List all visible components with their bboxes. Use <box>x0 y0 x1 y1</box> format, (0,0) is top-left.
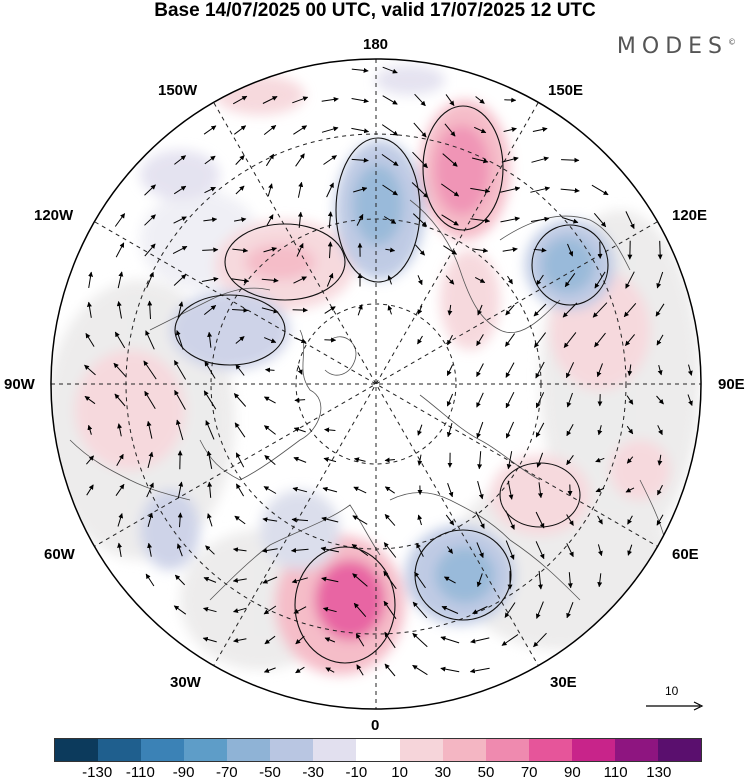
colorbar-swatch <box>529 739 572 761</box>
colorbar-swatch <box>615 739 658 761</box>
colorbar-swatch <box>184 739 227 761</box>
lon-label-left: 90W <box>4 376 35 393</box>
colorbar-tick-label: 70 <box>521 764 538 781</box>
colorbar-tick-label: -110 <box>126 764 155 781</box>
lon-label-60e: 60E <box>672 546 699 563</box>
colorbar-swatch <box>443 739 486 761</box>
colorbar-swatch <box>141 739 184 761</box>
colorbar-swatch <box>572 739 615 761</box>
colorbar-tick-label: -90 <box>173 764 195 781</box>
wind-vector-arrow <box>293 310 308 311</box>
colorbar-tick-label: -70 <box>216 764 238 781</box>
wind-vector-arrow <box>660 241 661 259</box>
anomaly-field <box>40 50 720 730</box>
colorbar-swatch <box>313 739 356 761</box>
colorbar-swatch <box>98 739 141 761</box>
colorbar-swatch <box>486 739 529 761</box>
lon-label-150e: 150E <box>548 82 583 99</box>
colorbar <box>54 738 702 762</box>
colorbar-tick-label: 10 <box>391 764 408 781</box>
lon-label-150w: 150W <box>158 82 197 99</box>
reference-vector: 10 <box>640 684 710 714</box>
lon-label-top: 180 <box>363 36 388 53</box>
colorbar-tick-label: -30 <box>302 764 324 781</box>
reference-arrow-icon <box>640 684 710 714</box>
lon-label-30w: 30W <box>170 674 201 691</box>
colorbar-swatch <box>356 739 399 761</box>
lon-label-120w: 120W <box>34 207 73 224</box>
colorbar-swatch <box>55 739 98 761</box>
colorbar-swatch <box>658 739 701 761</box>
colorbar-tick-label: -50 <box>259 764 281 781</box>
colorbar-tick-label: 110 <box>604 764 628 781</box>
lon-label-right: 90E <box>718 376 745 393</box>
colorbar-tick-label: 30 <box>434 764 451 781</box>
colorbar-swatch <box>270 739 313 761</box>
lon-label-120e: 120E <box>672 207 707 224</box>
wind-vector-arrow <box>504 100 515 101</box>
colorbar-tick-label: 90 <box>564 764 581 781</box>
colorbar-tick-label: -10 <box>346 764 368 781</box>
lon-label-30e: 30E <box>550 674 577 691</box>
lon-label-60w: 60W <box>44 546 75 563</box>
colorbar-tick-label: 130 <box>646 764 671 781</box>
colorbar-tick-label: 50 <box>478 764 495 781</box>
colorbar-ticks: -130 -110 -90 -70 -50 -30 -10 10 30 50 70 90 110 130 <box>0 764 750 784</box>
lon-label-bottom: 0 <box>371 717 379 734</box>
colorbar-swatch <box>400 739 443 761</box>
colorbar-tick-label: -130 <box>82 764 112 781</box>
colorbar-swatch <box>227 739 270 761</box>
